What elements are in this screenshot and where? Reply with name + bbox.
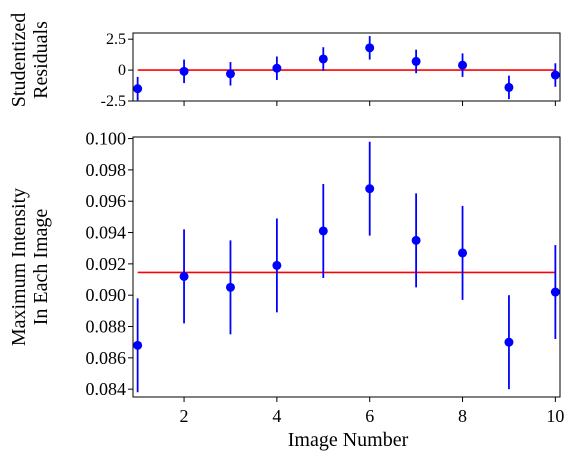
intensity-data-point (504, 337, 514, 347)
residuals-data-point (458, 60, 468, 70)
intensity-x-tick-label: 8 (458, 406, 467, 426)
intensity-y-tick-label: 0.084 (86, 379, 127, 399)
intensity-x-tick-label: 4 (272, 406, 281, 426)
intensity-plot-frame (132, 136, 561, 398)
residuals-data-point (179, 66, 189, 76)
residuals-data-point (504, 82, 514, 92)
intensity-y-tick-label: 0.094 (86, 223, 127, 243)
residuals-data-point (133, 84, 143, 94)
residuals-y-tick-label: -2.5 (101, 93, 126, 110)
intensity-xlabel: Image Number (288, 429, 409, 451)
intensity-y-tick-label: 0.096 (86, 191, 127, 211)
residuals-data-point (318, 54, 328, 64)
intensity-x-tick-label: 6 (365, 406, 374, 426)
intensity-y-tick-label: 0.086 (86, 348, 127, 368)
residuals-plot-frame (132, 32, 561, 102)
intensity-x-tick-label: 2 (180, 406, 189, 426)
residuals-ylabel-line-2: Residuals (30, 21, 52, 99)
intensity-data-point (550, 287, 560, 297)
intensity-data-point (365, 184, 375, 194)
residuals-ylabel-line-1: Studentized (8, 13, 30, 107)
intensity-y-tick-label: 0.100 (86, 129, 127, 149)
residuals-panel: Studentized Residuals -2.5 0 2.5 (8, 13, 561, 110)
residuals-data-point (272, 63, 282, 73)
intensity-ylabel-line-1: Maximum Intensity (8, 188, 30, 346)
residuals-data-point (225, 69, 235, 79)
intensity-y-tick-label: 0.088 (86, 317, 127, 337)
intensity-data-point (318, 226, 328, 236)
residuals-y-tick-label: 2.5 (106, 31, 126, 48)
intensity-y-tick-label: 0.090 (86, 285, 127, 305)
residuals-data-point (411, 56, 421, 66)
intensity-data-point (225, 282, 235, 292)
intensity-panel: Maximum Intensity In Each Image Image Nu… (8, 129, 564, 451)
residuals-y-tick-label: 0 (118, 62, 126, 79)
intensity-x-tick-label: 10 (546, 406, 564, 426)
intensity-data-point (458, 248, 468, 258)
residuals-data-point (550, 70, 560, 80)
intensity-data-point (272, 260, 282, 270)
intensity-ylabel-line-2: In Each Image (30, 209, 52, 326)
intensity-y-tick-label: 0.098 (86, 160, 127, 180)
intensity-y-tick-label: 0.092 (86, 254, 127, 274)
intensity-data-point (411, 235, 421, 245)
intensity-data-point (133, 340, 143, 350)
residuals-data-point (365, 43, 375, 53)
intensity-data-point (179, 271, 189, 281)
